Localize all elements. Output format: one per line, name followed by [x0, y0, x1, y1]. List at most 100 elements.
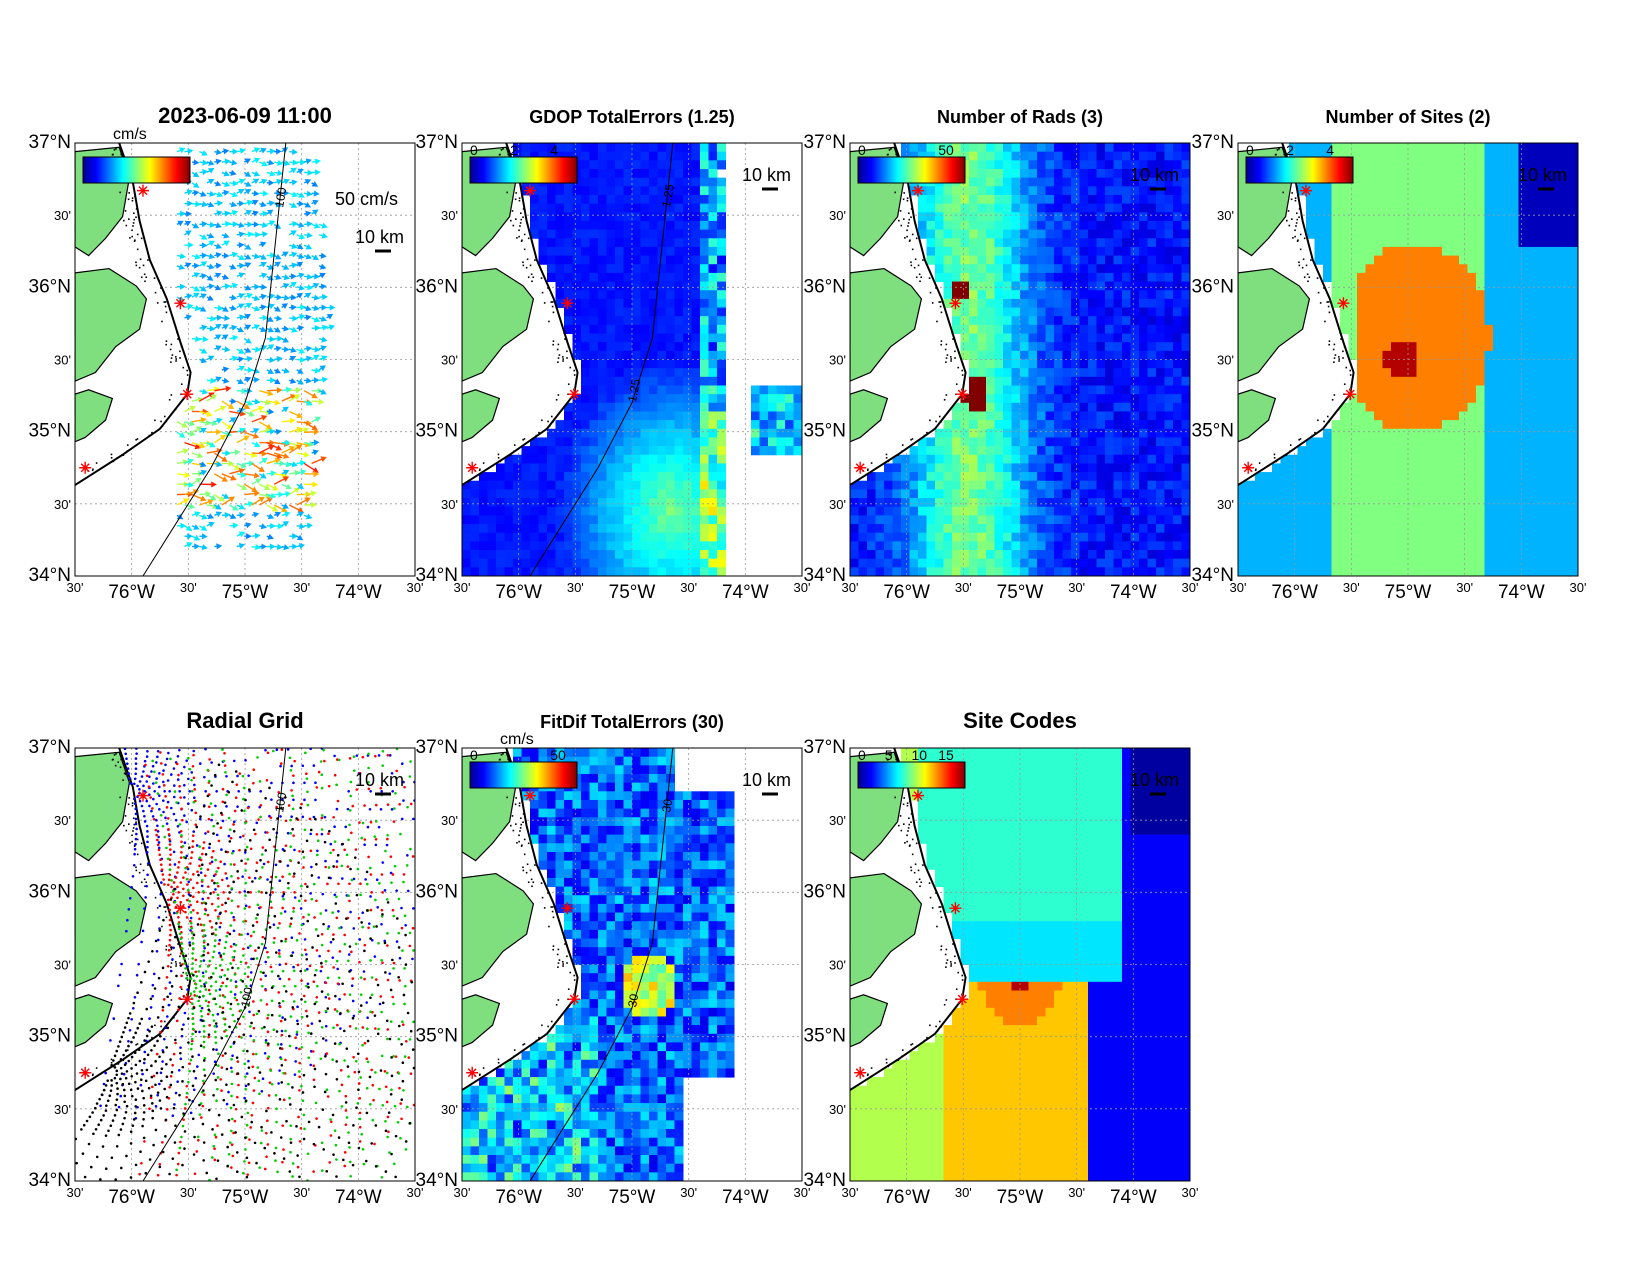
current-vector [206, 263, 215, 270]
heatmap-cell [1399, 532, 1409, 542]
heatmap-cell [615, 368, 624, 378]
heatmap-cell [1340, 567, 1349, 576]
current-vector [236, 303, 245, 310]
current-vector [281, 190, 290, 197]
heatmap-cell [977, 143, 987, 153]
heatmap-cell [1374, 151, 1383, 161]
heatmap-cell [1054, 532, 1063, 542]
heatmap-cell [1467, 177, 1477, 187]
current-vector [236, 326, 245, 333]
coast-speck [573, 374, 576, 376]
heatmap-cell [598, 229, 607, 239]
heatmap-cell [1391, 550, 1400, 560]
heatmap-cell [1280, 550, 1290, 560]
heatmap-cell [1416, 238, 1426, 248]
heatmap-cell [674, 168, 684, 179]
heatmap-cell [1079, 532, 1089, 542]
coast-speck [936, 424, 939, 427]
current-vector [281, 544, 290, 551]
heatmap-cell [1079, 385, 1089, 395]
current-vector [258, 254, 267, 260]
heatmap-cell [1467, 359, 1477, 369]
heatmap-cell [1173, 454, 1182, 464]
current-vector [303, 201, 311, 208]
heatmap-cell [1173, 515, 1182, 525]
heatmap-cell [952, 402, 961, 412]
heatmap-cell [1374, 402, 1383, 412]
heatmap-cell [969, 402, 978, 412]
heatmap-cell [606, 298, 616, 309]
heatmap-cell [649, 394, 658, 404]
heatmap-cell [1181, 472, 1190, 482]
heatmap-cell [700, 342, 709, 352]
heatmap-cell [1416, 428, 1426, 438]
heatmap-cell [1045, 498, 1055, 508]
heatmap-cell [1357, 480, 1366, 490]
heatmap-cell [986, 298, 995, 309]
heatmap-cell [977, 168, 987, 179]
heatmap-cell [1297, 558, 1307, 568]
heatmap-cell [1459, 168, 1468, 179]
heatmap-cell [986, 194, 995, 205]
heatmap-cell [623, 177, 633, 187]
heatmap-cell [1020, 489, 1029, 499]
heatmap-cell [1391, 290, 1400, 300]
current-vector [311, 316, 321, 323]
heatmap-cell [1433, 463, 1443, 473]
heatmap-cell [1045, 324, 1055, 335]
heatmap-cell [564, 558, 573, 568]
heatmap-cell [555, 281, 565, 291]
heatmap-cell [462, 567, 471, 576]
heatmap-cell [623, 333, 633, 343]
current-vector [191, 222, 200, 229]
heatmap-cell [606, 532, 616, 542]
heatmap-cell [1139, 298, 1148, 309]
heatmap-cell [960, 498, 970, 508]
heatmap-cell [1391, 394, 1400, 404]
heatmap-cell [1156, 394, 1165, 404]
lat-tick-label: 30' [829, 353, 846, 368]
heatmap-cell [674, 220, 684, 231]
heatmap-cell [926, 151, 936, 161]
heatmap-cell [1003, 203, 1012, 213]
coast-speck [509, 454, 512, 457]
heatmap-cell [1263, 472, 1273, 482]
current-vector [311, 169, 321, 176]
heatmap-cell [1399, 324, 1409, 335]
current-vector [214, 222, 222, 229]
heatmap-cell [1062, 298, 1072, 309]
heatmap-cell [1374, 359, 1383, 369]
current-vector [259, 390, 274, 397]
heatmap-cell [1122, 298, 1131, 309]
current-vector [296, 192, 305, 198]
heatmap-cell [1164, 238, 1174, 248]
heatmap-cell [530, 567, 539, 576]
heatmap-cell [683, 541, 692, 551]
current-vector [184, 481, 195, 488]
heatmap-cell [1374, 264, 1383, 274]
heatmap-cell [1045, 238, 1055, 248]
heatmap-cell [1399, 342, 1409, 352]
heatmap-cell [1011, 472, 1021, 482]
heatmap-cell [1331, 463, 1341, 473]
heatmap-cell [1003, 420, 1012, 430]
heatmap-cell [572, 558, 582, 568]
heatmap-cell [496, 558, 505, 568]
heatmap-cell [1255, 567, 1264, 576]
heatmap-cell [1425, 550, 1434, 560]
heatmap-cell [1164, 186, 1174, 196]
heatmap-cell [943, 194, 953, 205]
heatmap-cell [581, 342, 590, 352]
heatmap-cell [708, 454, 718, 464]
heatmap-cell [623, 411, 633, 421]
heatmap-cell [1139, 359, 1148, 369]
heatmap-cell [1314, 203, 1324, 213]
heatmap-cell [1450, 255, 1460, 265]
heatmap-cell [926, 489, 936, 499]
heatmap-cell [521, 463, 531, 473]
heatmap-cell [1442, 186, 1451, 196]
heatmap-cell [1442, 411, 1451, 421]
current-vector [296, 200, 305, 207]
heatmap-cell [649, 506, 658, 516]
heatmap-cell [1382, 394, 1392, 404]
